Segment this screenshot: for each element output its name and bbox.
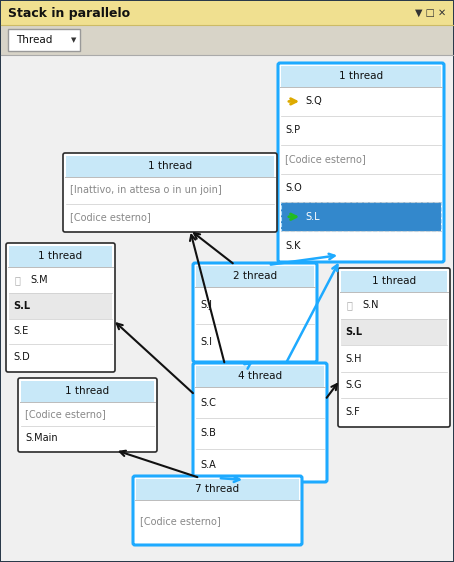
FancyBboxPatch shape — [8, 29, 80, 51]
Text: S.I: S.I — [200, 337, 212, 347]
Text: [Codice esterno]: [Codice esterno] — [25, 409, 106, 419]
FancyBboxPatch shape — [193, 263, 317, 362]
Bar — [196, 366, 324, 387]
Bar — [281, 202, 441, 231]
Text: Stack in parallelo: Stack in parallelo — [8, 7, 130, 20]
Text: S.Main: S.Main — [25, 433, 58, 443]
Bar — [136, 479, 299, 500]
Bar — [196, 266, 314, 287]
Text: S.N: S.N — [362, 300, 379, 310]
Bar — [9, 246, 112, 267]
Text: S.E: S.E — [13, 327, 28, 337]
Text: 1 thread: 1 thread — [372, 276, 416, 286]
Text: S.M: S.M — [30, 275, 48, 285]
Text: S.C: S.C — [200, 397, 216, 407]
Text: [Codice esterno]: [Codice esterno] — [140, 516, 221, 527]
Text: [Codice esterno]: [Codice esterno] — [70, 212, 151, 222]
Text: 2 thread: 2 thread — [233, 271, 277, 281]
FancyBboxPatch shape — [133, 476, 302, 545]
Bar — [341, 271, 447, 292]
Text: S.L: S.L — [305, 212, 320, 222]
Bar — [341, 319, 447, 345]
Text: ～: ～ — [15, 275, 21, 285]
Text: [Inattivo, in attesa o in un join]: [Inattivo, in attesa o in un join] — [70, 185, 222, 195]
FancyBboxPatch shape — [278, 63, 444, 262]
Bar — [281, 66, 441, 87]
Text: 7 thread: 7 thread — [195, 484, 240, 494]
Text: 4 thread: 4 thread — [238, 371, 282, 381]
FancyBboxPatch shape — [18, 378, 157, 452]
Text: [Codice esterno]: [Codice esterno] — [285, 154, 366, 164]
FancyBboxPatch shape — [63, 153, 277, 232]
Text: S.D: S.D — [13, 352, 30, 362]
Text: S.H: S.H — [345, 353, 361, 364]
Text: 1 thread: 1 thread — [65, 386, 109, 396]
FancyBboxPatch shape — [338, 268, 450, 427]
Text: S.B: S.B — [200, 428, 216, 438]
Text: S.O: S.O — [285, 183, 302, 193]
Text: ▼: ▼ — [71, 37, 76, 43]
Bar — [9, 293, 112, 319]
Text: Thread: Thread — [16, 35, 52, 45]
Text: S.L: S.L — [13, 301, 30, 311]
Text: ▼ □ ✕: ▼ □ ✕ — [415, 8, 446, 18]
FancyBboxPatch shape — [1, 25, 453, 55]
Text: 1 thread: 1 thread — [148, 161, 192, 171]
Text: S.L: S.L — [345, 327, 362, 337]
Text: S.P: S.P — [285, 125, 300, 135]
Text: 1 thread: 1 thread — [339, 71, 383, 81]
Text: 1 thread: 1 thread — [39, 251, 83, 261]
Text: ～: ～ — [347, 300, 353, 310]
Bar — [281, 202, 441, 231]
Text: S.J: S.J — [200, 300, 212, 310]
Text: S.Q: S.Q — [305, 97, 322, 106]
Text: S.F: S.F — [345, 407, 360, 416]
FancyBboxPatch shape — [1, 1, 453, 25]
Text: S.A: S.A — [200, 460, 216, 469]
FancyBboxPatch shape — [1, 55, 453, 561]
FancyBboxPatch shape — [193, 363, 327, 482]
Bar — [66, 156, 274, 177]
FancyBboxPatch shape — [6, 243, 115, 372]
Text: S.K: S.K — [285, 241, 301, 251]
Bar — [21, 381, 154, 402]
Text: S.G: S.G — [345, 380, 362, 390]
